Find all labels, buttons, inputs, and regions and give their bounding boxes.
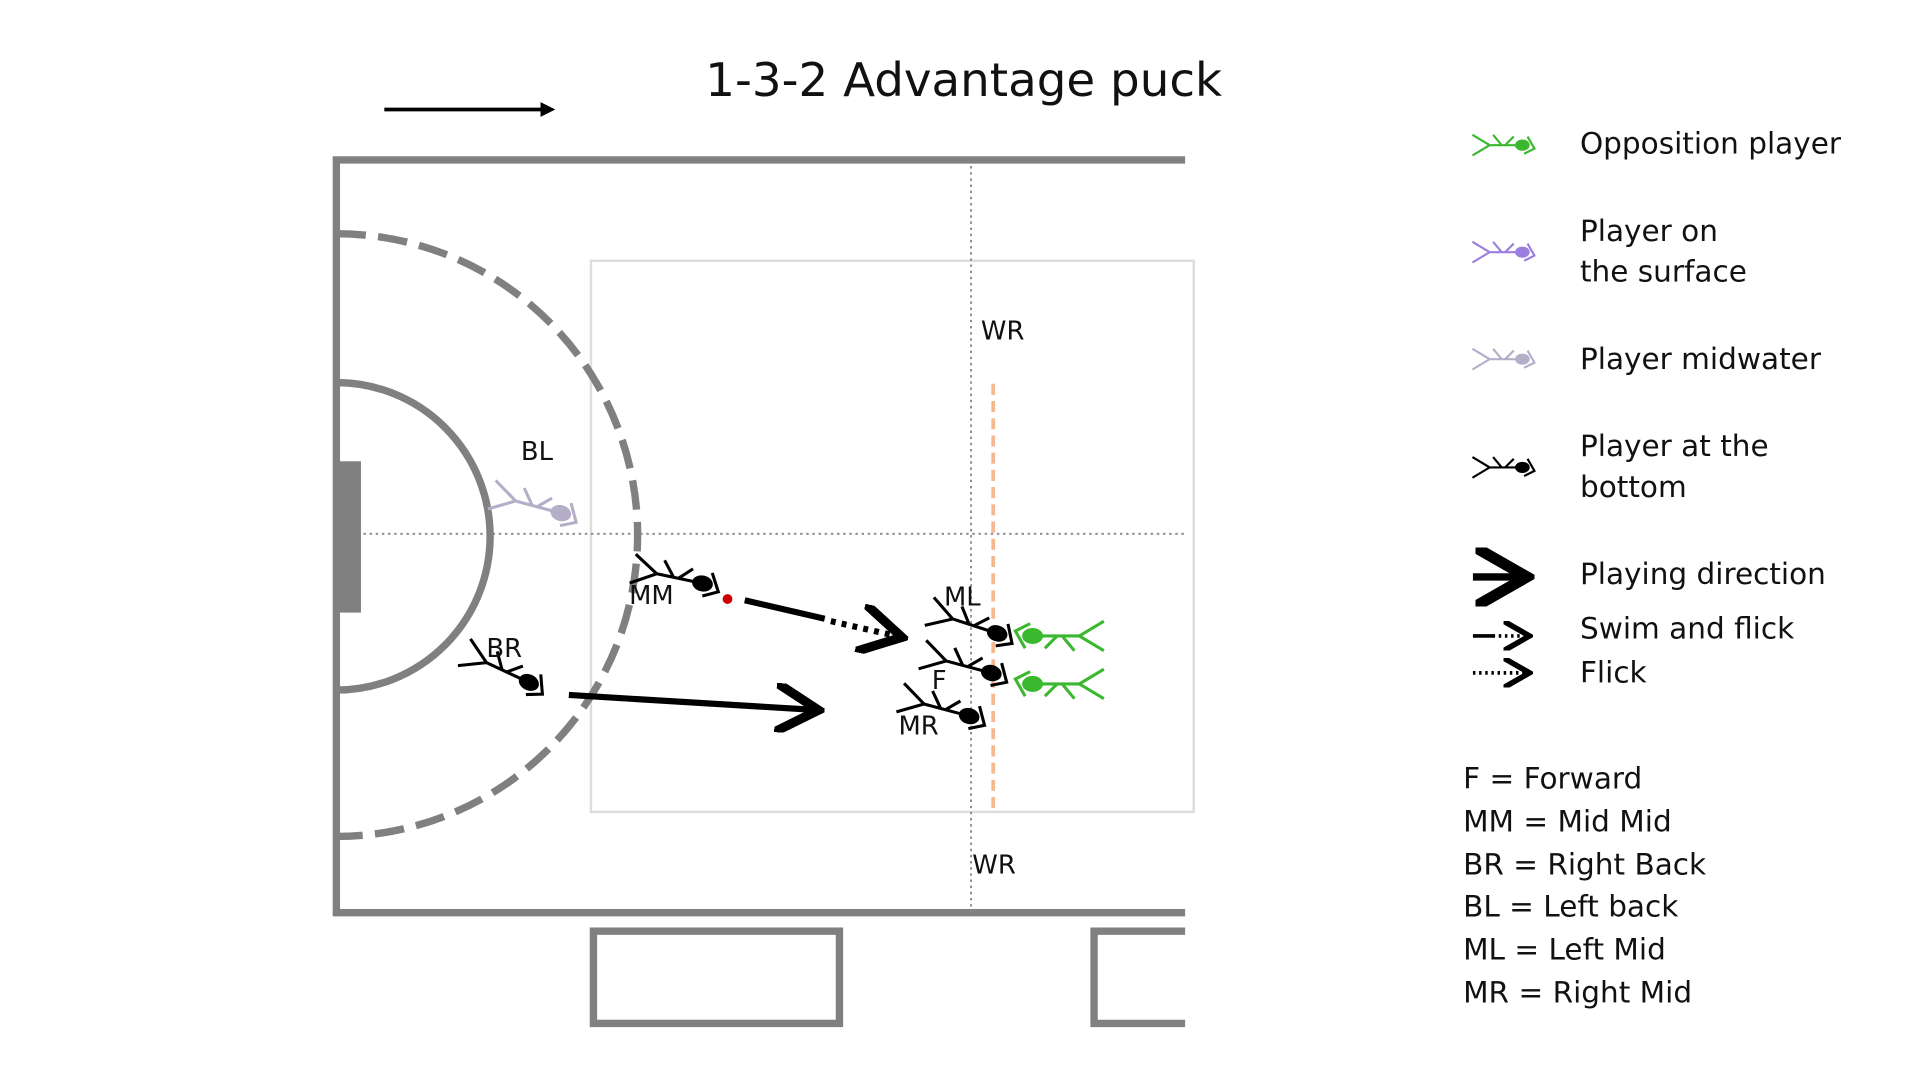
- title: 1-3-2 Advantage puck: [705, 54, 1222, 108]
- legend-text: the surface: [1580, 255, 1747, 289]
- label: ML: [944, 582, 981, 612]
- field: [332, 156, 1195, 1028]
- legend-text: Opposition player: [1580, 127, 1842, 161]
- legend-text: Swim and flick: [1580, 611, 1794, 645]
- abbreviation: ML = Left Mid: [1463, 932, 1666, 966]
- legend-text: Flick: [1580, 656, 1647, 690]
- legend-text: Player at the: [1580, 429, 1769, 463]
- abbreviation: MR = Right Mid: [1463, 975, 1692, 1009]
- field-labels: WR WR BL BR MM ML F MR: [486, 317, 1024, 881]
- legend-text: Player midwater: [1580, 342, 1822, 376]
- abbreviation: BR = Right Back: [1463, 847, 1706, 881]
- label: WR: [981, 317, 1025, 347]
- label: MM: [629, 581, 674, 611]
- legend: Opposition player Player on the surface …: [1580, 127, 1842, 690]
- abbreviation: MM = Mid Mid: [1463, 804, 1672, 838]
- legend-text: bottom: [1580, 470, 1687, 504]
- legend-text: Player on: [1580, 214, 1718, 248]
- abbreviation: BL = Left back: [1463, 889, 1678, 923]
- label: BR: [486, 634, 522, 664]
- label: MR: [898, 711, 938, 741]
- label: WR: [972, 850, 1016, 880]
- legend-lines: [1472, 577, 1526, 673]
- players: [456, 133, 1536, 737]
- label: F: [932, 666, 947, 696]
- abbreviation: F = Forward: [1463, 761, 1642, 795]
- legend-text: Playing direction: [1580, 557, 1826, 591]
- abbreviations: F = Forward MM = Mid Mid BR = Right Back…: [1463, 761, 1706, 1009]
- label: BL: [521, 437, 554, 467]
